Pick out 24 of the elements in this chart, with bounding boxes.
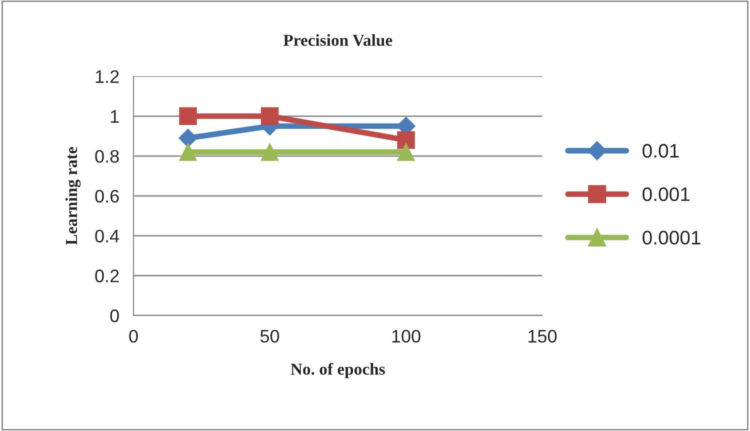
point — [260, 107, 279, 126]
y-tick-label: 0 — [110, 309, 119, 322]
point — [179, 143, 197, 161]
x-tick-label: 100 — [392, 330, 420, 343]
x-tick-label: 150 — [528, 330, 557, 343]
point — [397, 143, 415, 161]
y-tick-label: 0.8 — [95, 150, 119, 163]
y-tick-label: 0.2 — [95, 270, 119, 282]
x-tick-label: 50 — [260, 330, 280, 343]
chart-title: Precision Value — [283, 34, 392, 46]
y-axis-title: Learning rate — [65, 147, 81, 245]
point — [178, 128, 198, 148]
point — [397, 131, 415, 149]
x-axis-title: No. of epochs — [290, 362, 385, 378]
y-tick-label: 0.6 — [95, 190, 119, 203]
y-tick-label: 0.4 — [95, 230, 120, 242]
y-tick-label: 1.2 — [96, 70, 119, 83]
y-tick-label: 1 — [110, 110, 119, 123]
legend-label: 0.01 — [642, 144, 679, 158]
legend-label: 0.0001 — [642, 230, 700, 245]
point — [179, 107, 197, 126]
legend-label: 0.001 — [642, 187, 690, 202]
point — [260, 143, 279, 161]
x-tick-label: 0 — [129, 330, 138, 343]
